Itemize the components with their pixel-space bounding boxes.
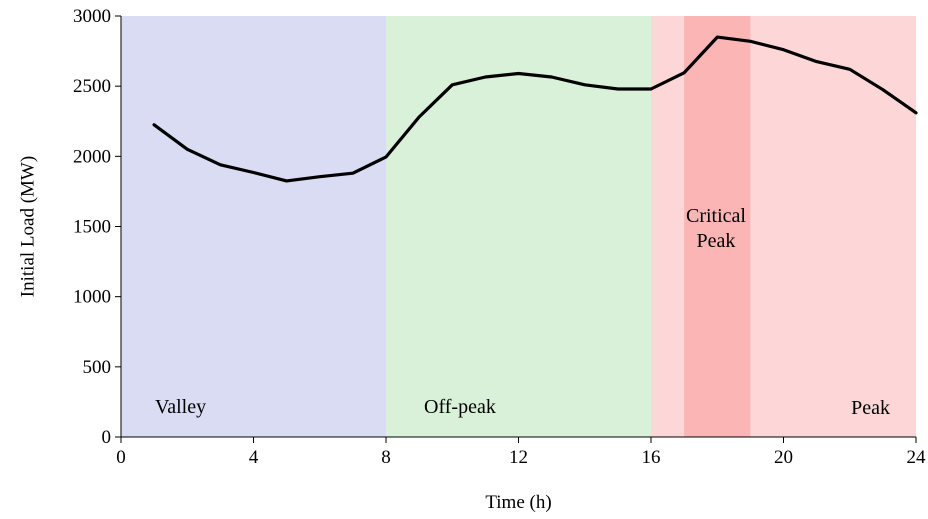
y-tick-label: 500 xyxy=(83,357,112,378)
load-point xyxy=(451,83,454,86)
load-point xyxy=(914,111,918,115)
y-tick-label: 2500 xyxy=(73,76,111,97)
x-tick-label: 4 xyxy=(249,447,259,468)
load-point xyxy=(881,88,885,91)
region-label-off-peak: Off-peak xyxy=(424,396,496,418)
y-tick-label: 0 xyxy=(102,427,112,448)
load-point xyxy=(782,48,785,51)
load-point xyxy=(517,72,520,75)
load-point xyxy=(749,40,752,43)
load-point xyxy=(219,163,222,166)
region-critical-peak xyxy=(684,16,751,437)
x-tick-label: 12 xyxy=(509,447,528,468)
y-tick-label: 1000 xyxy=(73,287,111,308)
x-tick-label: 20 xyxy=(774,447,793,468)
x-tick-label: 0 xyxy=(116,447,126,468)
load-point xyxy=(186,148,189,151)
y-axis-ticks: 0 500 1000 1500 2000 2500 3000 xyxy=(73,6,121,448)
load-point xyxy=(285,179,288,183)
load-point xyxy=(815,60,818,63)
region-label-peak: Peak xyxy=(851,397,890,419)
region-label-critical-peak-line-1: Critical xyxy=(686,205,746,227)
x-axis-title: Time (h) xyxy=(485,492,551,513)
load-point xyxy=(152,123,156,126)
load-line-1 xyxy=(152,35,918,183)
load-point xyxy=(318,175,321,178)
x-tick-label: 24 xyxy=(907,447,927,468)
load-point xyxy=(716,35,719,39)
load-point xyxy=(682,71,686,75)
y-tick-label: 2000 xyxy=(73,146,111,167)
y-axis-title: Initial Load (MW) xyxy=(18,156,39,297)
time-of-use-regions xyxy=(121,16,916,437)
load-point xyxy=(252,171,255,174)
load-point xyxy=(649,87,653,91)
x-tick-label: 16 xyxy=(642,447,661,468)
load-series xyxy=(152,35,918,183)
load-point xyxy=(583,83,586,86)
load-point xyxy=(848,68,851,71)
load-point xyxy=(484,75,487,79)
load-point xyxy=(351,171,355,175)
load-point xyxy=(417,115,421,119)
load-point xyxy=(384,155,388,159)
region-labels: Valley Off-peak Peak Critical Peak xyxy=(155,205,890,419)
region-label-valley: Valley xyxy=(155,396,206,418)
x-axis-ticks: 0 4 8 12 16 20 24 xyxy=(116,437,926,468)
region-valley xyxy=(121,16,386,437)
load-point xyxy=(616,87,620,91)
x-tick-label: 8 xyxy=(381,447,391,468)
region-label-critical-peak-line-2: Peak xyxy=(697,230,736,252)
y-tick-label: 3000 xyxy=(73,6,111,27)
region-off-peak xyxy=(386,16,651,437)
load-point xyxy=(550,75,553,79)
y-tick-label: 1500 xyxy=(73,217,111,238)
